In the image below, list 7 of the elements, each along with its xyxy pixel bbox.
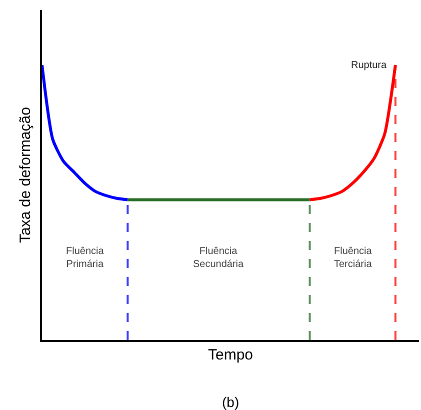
text: (b) [222,394,240,410]
annotation: Fluência Primária [66,246,104,270]
annotation: Fluência Terciária [334,246,372,270]
y-axis-title: Taxa de deformação [16,107,34,243]
annotation: Fluência Secundária [193,246,244,270]
x-axis-title: Tempo [208,346,254,364]
annotation: Ruptura [351,60,388,71]
